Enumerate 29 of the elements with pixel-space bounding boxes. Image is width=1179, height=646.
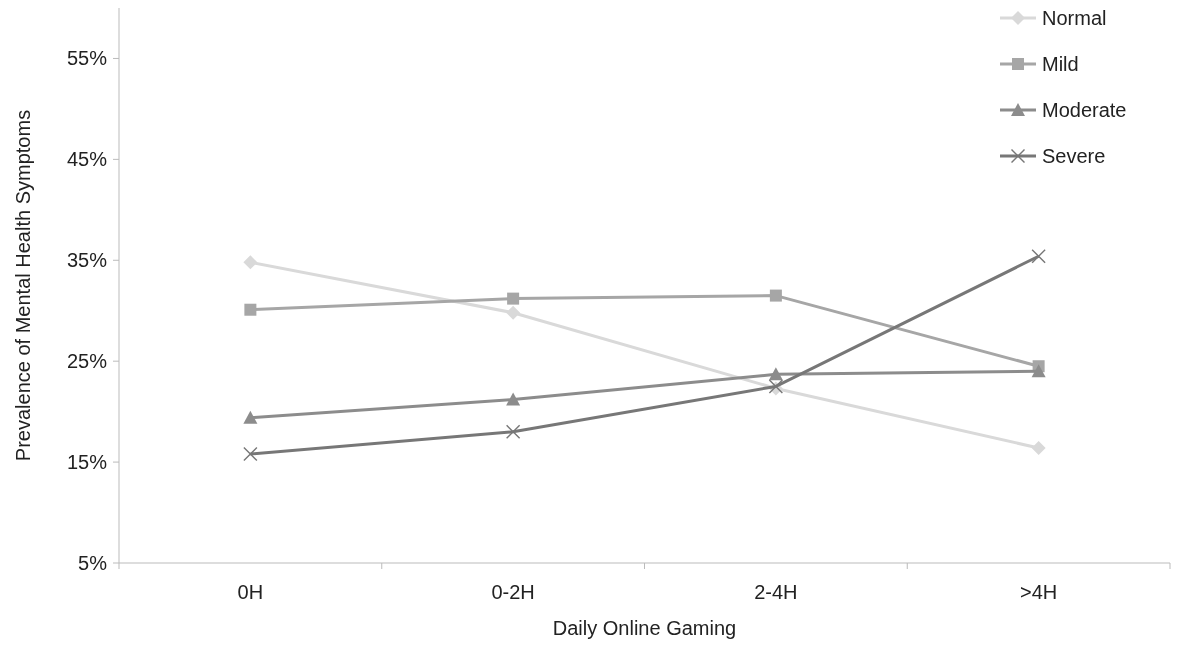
point	[506, 424, 521, 439]
legend-label: Mild	[1042, 53, 1079, 75]
point	[1031, 364, 1046, 378]
y-axis-title: Prevalence of Mental Health Symptoms	[12, 109, 34, 462]
x-tick-label: >4H	[1020, 581, 1058, 603]
legend-label: Severe	[1042, 145, 1106, 167]
x-tick-label: 0H	[237, 581, 264, 603]
point	[243, 410, 258, 424]
point	[244, 303, 257, 316]
y-tick-label: 25%	[66, 350, 108, 373]
x-tick-label: 0-2H	[491, 581, 535, 603]
point	[769, 289, 782, 302]
point	[506, 392, 521, 406]
x-tick-label: 2-4H	[754, 581, 798, 603]
y-tick-label: 15%	[66, 451, 108, 474]
y-tick-label: 5%	[78, 552, 108, 574]
point	[507, 292, 520, 305]
legend-label: Normal	[1042, 7, 1107, 29]
point	[243, 447, 258, 462]
legend-label: Moderate	[1042, 99, 1127, 121]
y-tick-label: 45%	[66, 148, 108, 171]
y-tick-label: 55%	[66, 47, 108, 70]
x-axis-title: Daily Online Gaming	[552, 617, 737, 639]
point	[768, 367, 783, 381]
y-tick-label: 35%	[66, 249, 108, 272]
point	[1031, 249, 1046, 264]
point	[1031, 440, 1046, 455]
point	[506, 305, 521, 320]
point	[243, 255, 258, 270]
